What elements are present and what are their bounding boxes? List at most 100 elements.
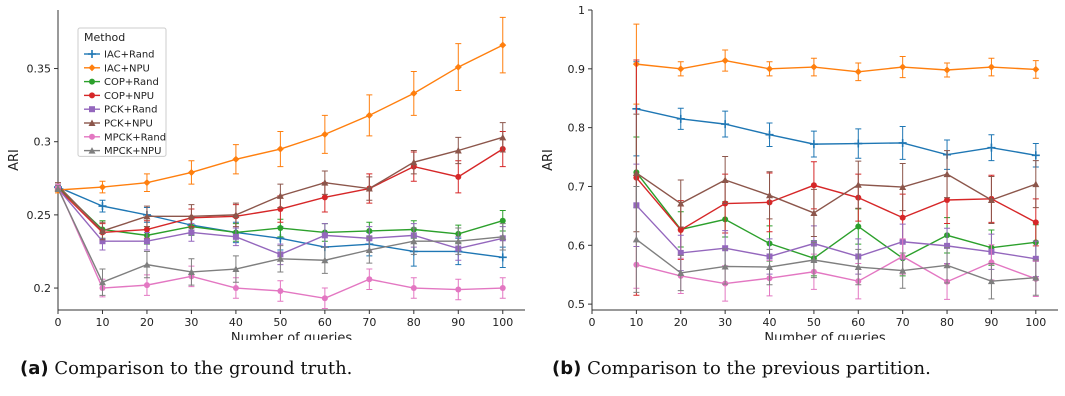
- data-point: [854, 68, 862, 76]
- data-point: [1032, 180, 1040, 188]
- x-tick-label: 10: [629, 316, 643, 329]
- data-point: [632, 169, 640, 176]
- y-axis-label: ARI: [7, 149, 22, 171]
- series-iac-npu: [632, 23, 1040, 105]
- data-point: [143, 282, 150, 289]
- data-point: [98, 227, 106, 234]
- data-point: [276, 255, 284, 262]
- series-mpck-rand: [633, 238, 1039, 302]
- data-point: [454, 237, 462, 245]
- data-point: [943, 170, 951, 178]
- legend-entry: MPCK+NPU: [104, 146, 161, 157]
- legend-entry: PCK+Rand: [104, 105, 158, 116]
- legend-marker: [89, 78, 95, 85]
- data-point: [899, 183, 907, 191]
- data-point: [677, 200, 685, 207]
- data-point: [677, 269, 685, 276]
- caption-b-label: (b): [552, 358, 582, 379]
- series-line: [635, 171, 1036, 260]
- data-point: [365, 246, 373, 253]
- data-point: [721, 57, 729, 65]
- data-point: [899, 214, 906, 221]
- data-point: [765, 130, 774, 139]
- data-point: [321, 179, 329, 186]
- legend-title: Method: [84, 31, 125, 44]
- data-point: [321, 130, 329, 138]
- legend: Method IAC+Rand IAC+NPU COP+Rand COP+NPU PCK+…: [77, 27, 167, 157]
- chart-a: 0 10 20 30 40 50 60 70 80 90 100 0.2 0.25 0.3 0.35 Numb…: [7, 10, 525, 340]
- data-point: [766, 65, 774, 73]
- caption-a: (a) Comparison to the ground truth.: [20, 358, 352, 379]
- x-axis-label: Number of queries: [231, 331, 352, 340]
- data-point: [454, 63, 462, 71]
- x-tick-label: 20: [140, 316, 154, 329]
- data-point: [454, 146, 462, 154]
- legend-entry: IAC+NPU: [104, 63, 150, 74]
- data-point: [943, 66, 951, 74]
- data-point: [899, 267, 907, 274]
- legend-marker: [89, 106, 95, 113]
- caption-a-text: Comparison to the ground truth.: [54, 358, 353, 379]
- x-axis-label: Number of queries: [764, 331, 885, 340]
- y-tick-label: 0.25: [27, 209, 52, 222]
- data-point: [98, 202, 107, 211]
- y-tick-label: 0.35: [27, 63, 52, 76]
- series-line: [635, 172, 1037, 214]
- legend-marker: [89, 92, 95, 99]
- data-point: [143, 226, 150, 233]
- data-point: [987, 277, 995, 285]
- data-point: [366, 276, 373, 283]
- data-point: [321, 295, 328, 302]
- data-point: [499, 285, 506, 292]
- legend-frame: [77, 27, 167, 157]
- data-point: [943, 261, 951, 269]
- data-point: [498, 253, 507, 262]
- data-point: [187, 212, 195, 220]
- data-point: [276, 192, 284, 199]
- x-tick-label: 0: [589, 316, 596, 329]
- x-tick-label: 90: [451, 316, 465, 329]
- legend-entry: COP+NPU: [104, 91, 154, 102]
- caption-b: (b) Comparison to the previous partition…: [552, 358, 931, 379]
- chart-b: 0 10 20 30 40 50 60 70 80 90 100 0.5 0.6 0.7 0.8 0.9 1 Nu…: [541, 4, 1058, 340]
- data-point: [854, 181, 862, 188]
- series-line: [635, 177, 1037, 231]
- legend-marker: [88, 147, 96, 154]
- series-mpck-npu: [54, 185, 507, 296]
- data-point: [499, 133, 507, 141]
- x-tick-label: 10: [95, 316, 109, 329]
- data-point: [143, 261, 151, 268]
- data-point: [232, 265, 240, 273]
- legend-marker: [88, 64, 96, 72]
- data-point: [766, 191, 774, 199]
- data-point: [987, 196, 995, 203]
- data-point: [98, 278, 106, 286]
- data-point: [721, 176, 729, 183]
- x-tick-label: 50: [807, 316, 821, 329]
- x-tick-label: 0: [55, 316, 62, 329]
- data-point: [232, 211, 240, 218]
- y-tick-label: 0.8: [568, 122, 586, 135]
- figure: 0 10 20 30 40 50 60 70 80 90 1000.20.250.30.35Numb…: [7, 4, 1058, 340]
- data-point: [455, 173, 462, 180]
- data-point: [766, 263, 774, 271]
- data-point: [854, 139, 863, 148]
- data-point: [143, 179, 151, 187]
- data-point: [899, 63, 907, 71]
- data-point: [410, 285, 417, 292]
- series-pck-npu: [54, 122, 507, 241]
- data-point: [676, 114, 685, 123]
- data-point: [632, 235, 640, 243]
- data-point: [987, 63, 995, 71]
- data-point: [410, 237, 418, 245]
- data-point: [722, 245, 729, 252]
- data-point: [499, 41, 507, 49]
- data-point: [187, 268, 195, 275]
- data-point: [677, 249, 684, 256]
- data-point: [499, 217, 506, 224]
- data-point: [321, 232, 328, 239]
- series-pck-npu: [632, 113, 1040, 237]
- data-point: [187, 168, 195, 176]
- data-point: [987, 143, 996, 152]
- x-tick-label: 40: [229, 316, 243, 329]
